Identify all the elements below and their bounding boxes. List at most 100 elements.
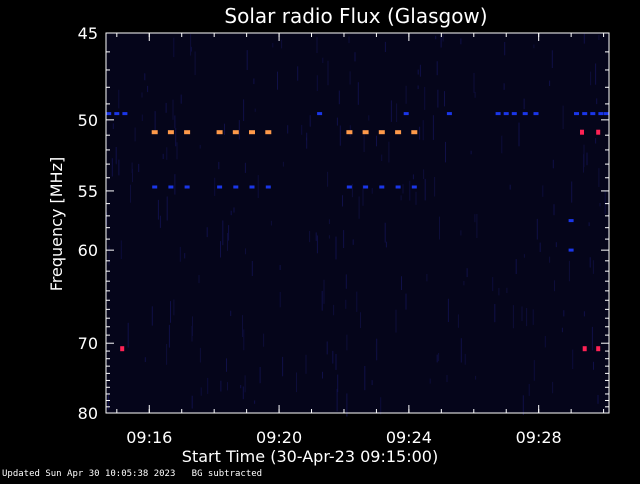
- noise-streak: [130, 184, 131, 203]
- noise-streak: [583, 154, 584, 173]
- noise-streak: [243, 329, 245, 351]
- feature-blue-54.7: [379, 185, 385, 189]
- noise-streak: [598, 34, 600, 40]
- noise-streak: [254, 108, 256, 112]
- noise-streak: [512, 305, 514, 329]
- noise-streak: [131, 162, 133, 174]
- feature-blue-49.6: [114, 112, 120, 116]
- noise-streak: [384, 222, 386, 243]
- noise-streak: [476, 214, 478, 238]
- noise-streak: [506, 287, 508, 293]
- noise-streak: [474, 91, 476, 98]
- noise-streak: [233, 207, 235, 213]
- noise-streak: [138, 163, 140, 172]
- noise-streak: [190, 46, 192, 52]
- noise-streak: [305, 354, 307, 374]
- noise-streak: [363, 129, 365, 152]
- noise-streak: [270, 220, 272, 226]
- noise-streak: [168, 324, 170, 348]
- noise-streak: [470, 150, 472, 155]
- noise-streak: [306, 132, 308, 149]
- noise-streak: [444, 91, 445, 107]
- noise-streak: [175, 128, 177, 147]
- noise-streak: [279, 265, 281, 270]
- feature-orange-51: [184, 130, 191, 135]
- noise-streak: [549, 80, 551, 86]
- noise-streak: [371, 188, 373, 194]
- noise-streak: [384, 41, 386, 52]
- feature-blue-49.6: [106, 112, 112, 116]
- noise-streak: [518, 122, 520, 147]
- noise-streak: [504, 42, 506, 56]
- noise-streak: [523, 98, 525, 110]
- noise-streak: [327, 60, 329, 86]
- noise-streak: [586, 152, 588, 166]
- noise-streak: [426, 274, 428, 282]
- noise-streak: [272, 43, 274, 48]
- x-tick-label: 09:28: [516, 428, 562, 447]
- noise-streak: [381, 154, 383, 161]
- noise-streak: [322, 371, 323, 379]
- noise-streak: [172, 99, 174, 120]
- noise-streak: [166, 147, 168, 160]
- noise-streak: [141, 114, 143, 121]
- noise-streak: [434, 177, 436, 197]
- noise-streak: [583, 311, 585, 317]
- feature-blue-54.7: [265, 185, 271, 189]
- noise-streak: [170, 301, 171, 323]
- feature-orange-51: [346, 130, 353, 135]
- noise-streak: [120, 240, 122, 259]
- feature-orange-51: [216, 130, 223, 135]
- feature-blue-54.7: [363, 185, 369, 189]
- noise-streak: [144, 357, 146, 362]
- noise-streak: [358, 196, 360, 219]
- y-tick-label: 80: [78, 404, 98, 423]
- noise-streak: [498, 288, 500, 296]
- noise-streak: [222, 220, 224, 246]
- noise-streak: [422, 120, 424, 141]
- noise-streak: [159, 215, 161, 228]
- noise-streak: [424, 86, 426, 110]
- noise-streak: [445, 141, 446, 163]
- feature-blue-49.6: [122, 112, 128, 116]
- noise-streak: [563, 310, 565, 317]
- noise-streak: [522, 395, 524, 415]
- noise-streak: [327, 171, 329, 187]
- feature-blue-49.6: [522, 112, 528, 116]
- noise-streak: [328, 219, 330, 224]
- noise-streak: [429, 378, 431, 384]
- feature-blue-54.7: [233, 185, 239, 189]
- y-tick-label: 60: [78, 241, 98, 260]
- noise-streak: [251, 261, 253, 276]
- noise-streak: [342, 195, 343, 207]
- noise-streak: [228, 225, 230, 241]
- noise-streak: [572, 349, 574, 369]
- feature-blue-49.6: [403, 112, 409, 116]
- noise-streak: [244, 375, 246, 393]
- feature-blue-54.7: [346, 185, 352, 189]
- noise-streak: [338, 90, 340, 105]
- noise-streak: [591, 326, 593, 351]
- noise-streak: [214, 177, 216, 196]
- noise-streak: [354, 52, 356, 62]
- feature-blue-49.6: [495, 112, 501, 116]
- noise-streak: [277, 71, 278, 90]
- noise-streak: [596, 98, 598, 105]
- feature-orange-51: [151, 130, 158, 135]
- noise-streak: [336, 117, 338, 126]
- noise-streak: [501, 135, 503, 154]
- feature-orange-51: [167, 130, 174, 135]
- noise-streak: [440, 34, 442, 48]
- noise-streak: [552, 159, 554, 169]
- noise-streak: [380, 397, 382, 415]
- noise-streak: [281, 39, 283, 49]
- noise-streak: [166, 196, 168, 221]
- noise-streak: [364, 366, 366, 391]
- noise-streak: [282, 356, 284, 377]
- noise-streak: [224, 123, 225, 135]
- feature-blue-54.7: [411, 185, 417, 189]
- noise-streak: [173, 299, 175, 316]
- noise-streak: [245, 248, 246, 255]
- noise-streak: [424, 178, 426, 201]
